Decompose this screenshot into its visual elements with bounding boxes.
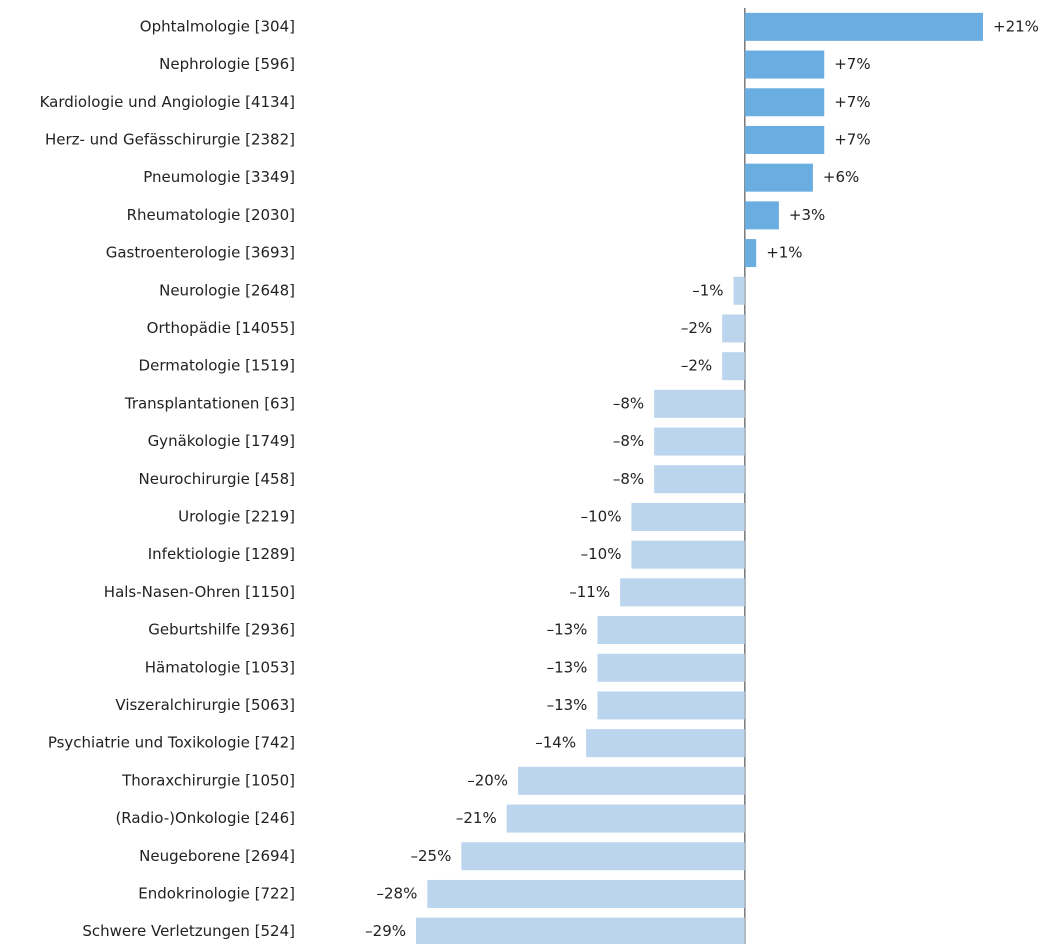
bar (586, 729, 745, 758)
bar (744, 239, 757, 268)
category-label: Orthopädie [14055] (147, 319, 295, 337)
category-label: Transplantationen [63] (124, 394, 295, 412)
category-label: Urologie [2219] (178, 507, 295, 525)
value-label: –13% (547, 696, 588, 714)
value-label: –10% (581, 507, 622, 525)
category-label: Gynäkologie [1749] (148, 432, 295, 450)
category-label: Neurologie [2648] (159, 281, 295, 299)
bar (631, 502, 745, 531)
bar (518, 766, 745, 795)
value-label: –11% (569, 583, 610, 601)
category-label: Psychiatrie und Toxikologie [742] (48, 734, 295, 752)
value-label: –10% (581, 545, 622, 563)
value-label: –2% (681, 319, 712, 337)
category-label: Ophtalmologie [304] (140, 17, 295, 35)
bar (631, 540, 745, 569)
category-label: Dermatologie [1519] (139, 357, 295, 375)
bar (654, 389, 745, 418)
bar (744, 50, 825, 79)
value-label: +7% (834, 130, 870, 148)
bar (744, 88, 825, 117)
bar (620, 578, 745, 607)
value-label: –8% (613, 394, 644, 412)
category-label: Rheumatologie [2030] (127, 206, 295, 224)
bar (427, 879, 745, 908)
bar (744, 201, 779, 230)
value-label: –20% (467, 771, 508, 789)
category-label: Gastroenterologie [3693] (106, 244, 295, 262)
bar (733, 276, 745, 305)
bar (722, 352, 745, 381)
category-label: Kardiologie und Angiologie [4134] (40, 93, 295, 111)
category-label: Pneumologie [3349] (143, 168, 295, 186)
value-label: –29% (365, 922, 406, 940)
value-label: +6% (823, 168, 859, 186)
category-label: (Radio-)Onkologie [246] (115, 809, 295, 827)
category-label: Viszeralchirurgie [5063] (115, 696, 295, 714)
bar (744, 125, 825, 154)
bar (744, 12, 983, 41)
value-label: –2% (681, 357, 712, 375)
value-label: –21% (456, 809, 497, 827)
category-label: Herz- und Gefässchirurgie [2382] (45, 130, 295, 148)
bar (597, 691, 745, 720)
value-label: –25% (411, 847, 452, 865)
value-label: +7% (834, 93, 870, 111)
bar (744, 163, 813, 192)
category-label: Hämatologie [1053] (145, 658, 295, 676)
category-label: Neurochirurgie [458] (139, 470, 296, 488)
bar (722, 314, 745, 343)
bar (597, 616, 745, 645)
value-label: –8% (613, 470, 644, 488)
value-label: +3% (789, 206, 825, 224)
value-label: –14% (535, 734, 576, 752)
bar (654, 465, 745, 494)
value-label: +1% (766, 244, 802, 262)
bar (506, 804, 745, 833)
value-label: –13% (547, 621, 588, 639)
value-label: +21% (993, 17, 1039, 35)
category-label: Infektiologie [1289] (148, 545, 295, 563)
category-label: Neugeborene [2694] (139, 847, 295, 865)
category-label: Endokrinologie [722] (138, 884, 295, 902)
value-label: –1% (692, 281, 723, 299)
value-label: –8% (613, 432, 644, 450)
bar (654, 427, 745, 456)
bar (416, 917, 745, 944)
value-label: +7% (834, 55, 870, 73)
bar (461, 842, 745, 871)
value-label: –28% (376, 884, 417, 902)
category-label: Nephrologie [596] (159, 55, 295, 73)
category-label: Thoraxchirurgie [1050] (121, 771, 295, 789)
bar (597, 653, 745, 682)
value-label: –13% (547, 658, 588, 676)
category-label: Geburtshilfe [2936] (148, 621, 295, 639)
category-label: Hals-Nasen-Ohren [1150] (104, 583, 295, 601)
category-label: Schwere Verletzungen [524] (82, 922, 295, 940)
